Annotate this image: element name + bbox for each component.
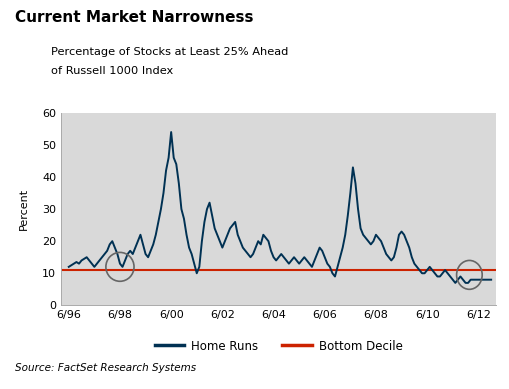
- Legend: Home Runs, Bottom Decile: Home Runs, Bottom Decile: [150, 335, 407, 357]
- Y-axis label: Percent: Percent: [18, 188, 29, 230]
- Text: Percentage of Stocks at Least 25% Ahead: Percentage of Stocks at Least 25% Ahead: [51, 47, 288, 57]
- Text: Current Market Narrowness: Current Market Narrowness: [15, 10, 254, 25]
- Text: Source: FactSet Research Systems: Source: FactSet Research Systems: [15, 363, 196, 373]
- Text: of Russell 1000 Index: of Russell 1000 Index: [51, 66, 173, 76]
